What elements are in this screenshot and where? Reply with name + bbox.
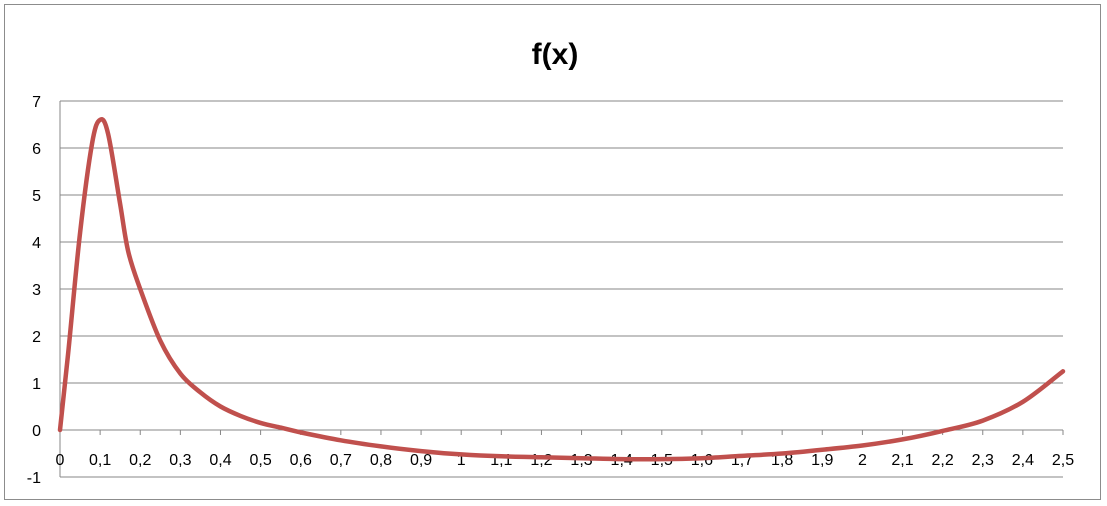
y-tick-label: 1 xyxy=(32,376,41,393)
x-tick-label: 0,5 xyxy=(249,452,271,469)
axis-layer: -1 0 1 2 3 4 5 6 7 0 0,1 0,2 0,3 0,4 0,5 0,6 0,7 0,8 0,9 1 1… xyxy=(27,94,1074,487)
x-tick-label: 1,8 xyxy=(771,452,793,469)
line-layer xyxy=(57,117,1066,462)
chart-area: f(x) -1 0 1 2 3 4 5 6 7 0 0,1 0,2 0,3 0,4 0,5 0,6 0,7 0,8… xyxy=(4,4,1101,500)
x-tick-label: 0,1 xyxy=(89,452,111,469)
y-tick-label: 3 xyxy=(32,282,41,299)
chart-svg: f(x) -1 0 1 2 3 4 5 6 7 0 0,1 0,2 0,3 0,4 0,5 0,6 0,7 0,8… xyxy=(27,38,1074,487)
x-tick-label: 2,2 xyxy=(932,452,954,469)
x-tick-label: 1,2 xyxy=(530,452,552,469)
y-tick-label: -1 xyxy=(27,470,41,487)
x-tick-label: 2,1 xyxy=(891,452,913,469)
y-tick-label: 4 xyxy=(32,235,41,252)
x-tick-label: 1,9 xyxy=(811,452,833,469)
x-tick-label: 0,9 xyxy=(410,452,432,469)
x-tick-label: 0 xyxy=(56,452,65,469)
x-tick-label: 2,3 xyxy=(972,452,994,469)
y-tick-label: 6 xyxy=(32,141,41,158)
x-tick-label: 0,8 xyxy=(370,452,392,469)
x-tick-label: 0,4 xyxy=(209,452,231,469)
x-tick-label: 2,5 xyxy=(1052,452,1074,469)
grid-layer xyxy=(60,100,1063,478)
x-tick-label: 1 xyxy=(457,452,466,469)
x-tick-label: 0,3 xyxy=(169,452,191,469)
y-tick-label: 0 xyxy=(32,423,41,440)
chart-title: f(x) xyxy=(532,38,579,71)
y-tick-label: 5 xyxy=(32,188,41,205)
series-line-0 xyxy=(57,117,1066,462)
x-tick-label: 2 xyxy=(858,452,867,469)
y-tick-label: 2 xyxy=(32,329,41,346)
x-tick-label: 0,6 xyxy=(290,452,312,469)
x-tick-label: 0,2 xyxy=(129,452,151,469)
x-tick-label: 0,7 xyxy=(330,452,352,469)
x-tick-label: 2,4 xyxy=(1012,452,1034,469)
y-tick-label: 7 xyxy=(32,94,41,111)
